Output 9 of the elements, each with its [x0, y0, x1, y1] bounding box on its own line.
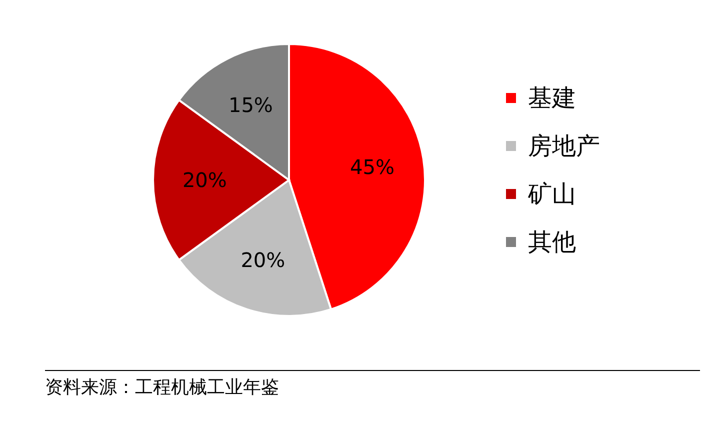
data-label: 20%	[240, 248, 286, 272]
legend-label: 基建	[528, 83, 576, 114]
text: 资料来源：工程机械工业年鉴	[45, 376, 280, 399]
data-label: 20%	[182, 168, 227, 192]
data-label: 15%	[228, 92, 273, 117]
data-label: 45%	[350, 154, 395, 179]
legend-label: 其他	[528, 227, 576, 258]
legend-label: 房地产	[528, 131, 600, 162]
legend-label: 矿山	[528, 179, 576, 210]
